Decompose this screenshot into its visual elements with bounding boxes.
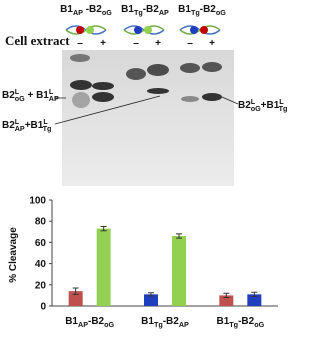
- x-tick-label-part: B1: [216, 316, 229, 327]
- x-tick-label-part: AP: [179, 320, 189, 329]
- y-tick-label: 40: [35, 259, 47, 270]
- bar: [144, 294, 158, 306]
- gel-bands: [70, 54, 222, 108]
- error-bar: [176, 233, 182, 239]
- construct-label-part: B1: [121, 4, 134, 15]
- y-tick-label: 60: [35, 238, 47, 249]
- x-tick-label-part: B1: [141, 316, 154, 327]
- construct-label-part: oG: [102, 8, 112, 17]
- x-tick-label-part: AP: [78, 320, 88, 329]
- lane-label: –: [133, 38, 139, 49]
- band-label-part: L: [15, 87, 20, 96]
- dna-icons: [65, 25, 221, 35]
- error-bar: [223, 292, 230, 299]
- x-tick-label: B1AP-B2oG: [65, 316, 114, 329]
- x-tick-label-part: oG: [254, 320, 264, 329]
- error-bar: [100, 226, 107, 232]
- band-label-part: L: [15, 117, 20, 126]
- bar: [172, 236, 186, 306]
- bar: [219, 295, 234, 306]
- x-tick-label: B1Tg-B2oG: [216, 316, 264, 329]
- figure: Cell extract % Cleavage B1AP -B2oG B1Tg-B…: [2, 4, 287, 329]
- lane-label: –: [187, 38, 193, 49]
- construct-label-part: -B2: [200, 4, 217, 15]
- y-axis-title: % Cleavage: [8, 227, 19, 283]
- pointer-line: [54, 95, 161, 125]
- band-label: B2L oG+B1L Tg: [238, 97, 287, 113]
- band-label: B2L AP+B1L Tg: [2, 117, 51, 133]
- construct-label-part: B1: [178, 4, 191, 15]
- error-bar: [251, 291, 258, 297]
- band-label-part: L: [49, 87, 54, 96]
- band-label-part: B2: [2, 120, 15, 131]
- x-tick-label-part: Tg: [229, 320, 238, 329]
- lane-label: +: [209, 38, 215, 49]
- construct-label: B1Tg-B2AP: [121, 4, 169, 17]
- construct-label-part: -B2: [83, 4, 102, 15]
- band-label-part: AP: [15, 124, 25, 133]
- x-tick-label-part: B1: [65, 316, 78, 327]
- y-tick-label: 0: [40, 302, 46, 313]
- y-tick-label: 80: [35, 217, 47, 228]
- gel: [62, 50, 234, 186]
- lane-label: +: [100, 38, 106, 49]
- x-tick-label-part: -B2: [88, 316, 105, 327]
- x-tick-label-part: Tg: [154, 320, 163, 329]
- construct-label-part: -B2: [143, 4, 160, 15]
- band-label-part: L: [279, 97, 284, 106]
- band-label-part: B2: [238, 100, 251, 111]
- band-label-part: oG: [15, 94, 25, 103]
- page: {"gel": { "constructs": [ [{"text": "B1"…: [2, 4, 288, 329]
- band-label-part: oG: [251, 104, 261, 113]
- x-tick-label: B1Tg-B2AP: [141, 316, 189, 329]
- bar: [96, 228, 111, 306]
- error-bar: [148, 292, 154, 297]
- band-label-part: + B1: [25, 90, 50, 101]
- x-tick-label-part: oG: [104, 320, 114, 329]
- bar: [247, 294, 262, 306]
- bar: [68, 291, 83, 306]
- construct-label-part: AP: [159, 8, 169, 17]
- band-label-part: L: [43, 117, 48, 126]
- construct-label: B1AP -B2oG: [60, 4, 112, 17]
- band-label-part: +B1: [261, 100, 280, 111]
- construct-label-part: B1: [60, 4, 73, 15]
- y-tick-label: 100: [29, 196, 46, 207]
- construct-label-part: AP: [73, 8, 83, 17]
- y-tick-label: 20: [35, 280, 47, 291]
- construct-label-part: Tg: [134, 8, 143, 17]
- band-label-part: AP: [49, 94, 59, 103]
- construct-label-part: Tg: [191, 8, 200, 17]
- lane-label: –: [77, 38, 83, 49]
- lane-label: +: [155, 38, 161, 49]
- x-tick-label-part: -B2: [238, 316, 255, 327]
- band-label-part: +B1: [25, 120, 44, 131]
- band-label: B2L oG + B1L AP: [2, 87, 59, 103]
- band-label-part: B2: [2, 90, 15, 101]
- construct-label: B1Tg-B2oG: [178, 4, 226, 17]
- band-label-part: Tg: [43, 124, 52, 133]
- x-tick-label-part: -B2: [163, 316, 180, 327]
- band-label-part: Tg: [279, 104, 288, 113]
- cell-extract-label: Cell extract: [5, 33, 70, 48]
- pointer-line: [221, 96, 239, 105]
- error-bar: [72, 287, 79, 295]
- construct-label-part: oG: [216, 8, 226, 17]
- band-label-part: L: [251, 97, 256, 106]
